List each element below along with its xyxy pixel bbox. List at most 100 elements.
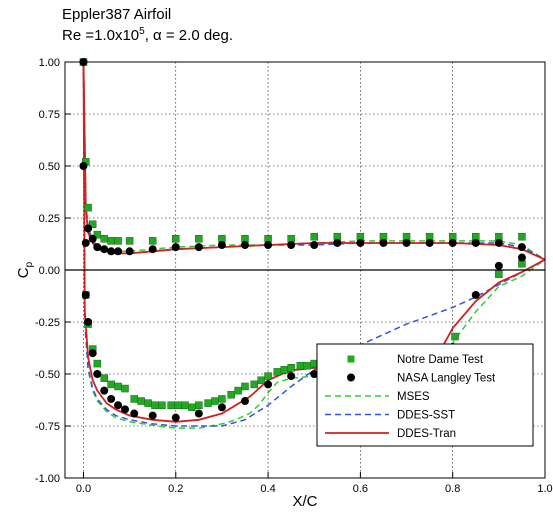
y-tick-label: 0.50 <box>39 161 60 173</box>
data-point <box>425 238 434 247</box>
data-point <box>167 401 175 409</box>
data-point <box>257 376 265 384</box>
data-point <box>81 290 90 299</box>
data-point <box>211 397 219 405</box>
legend-marker <box>347 373 355 382</box>
data-point <box>121 405 129 414</box>
data-point <box>148 411 157 420</box>
y-tick-label: -0.50 <box>35 369 60 381</box>
data-point <box>264 380 273 389</box>
data-point <box>100 235 108 243</box>
data-point <box>181 401 189 409</box>
data-point <box>107 247 116 256</box>
y-tick-label: -0.75 <box>35 421 60 433</box>
data-point <box>495 270 503 278</box>
y-axis-label-main: C <box>15 267 32 278</box>
data-point <box>151 401 159 409</box>
data-point <box>195 401 203 409</box>
data-point <box>148 237 157 245</box>
data-point <box>137 397 145 405</box>
legend-label: MSES <box>397 391 430 403</box>
y-tick-label: 1.00 <box>39 57 60 69</box>
y-tick-label: -1.00 <box>35 473 60 485</box>
legend-label: Notre Dame Test <box>397 354 484 366</box>
data-point <box>218 395 226 403</box>
data-point <box>264 372 272 380</box>
data-point <box>194 243 203 252</box>
data-point <box>273 368 282 376</box>
data-point <box>79 162 88 170</box>
data-point <box>93 370 102 378</box>
data-point <box>517 243 526 252</box>
data-point <box>333 238 342 247</box>
data-point <box>517 253 526 262</box>
data-point <box>241 397 249 406</box>
series-line-lower <box>82 61 546 261</box>
svg-text:Cp: Cp <box>15 261 35 278</box>
x-tick-label: 0.6 <box>353 483 368 495</box>
subtitle-prefix: Re =1.0x10 <box>62 27 140 44</box>
data-point <box>158 401 166 409</box>
y-tick-label: 0.25 <box>39 213 60 225</box>
data-point <box>264 241 273 250</box>
data-point <box>100 374 108 382</box>
data-point <box>471 290 480 299</box>
legend-marker <box>347 355 355 363</box>
data-point <box>100 245 109 254</box>
series-line-lower <box>82 61 546 261</box>
data-point <box>241 382 249 391</box>
data-point <box>217 403 226 412</box>
data-point <box>171 243 180 252</box>
data-point <box>451 332 459 341</box>
data-point <box>88 220 97 228</box>
data-point <box>310 241 319 250</box>
data-point <box>172 235 180 243</box>
data-point <box>195 235 203 243</box>
series-line-lower <box>82 61 546 261</box>
chart-subtitle: Re =1.0x105, α = 2.0 deg. <box>62 23 233 44</box>
x-tick-label: 0.4 <box>260 483 275 495</box>
data-point <box>194 409 203 418</box>
series-nasa-langley-test <box>79 58 526 422</box>
x-tick-label: 0.0 <box>76 483 91 495</box>
data-point <box>130 395 138 403</box>
data-point <box>402 238 411 247</box>
series-line-upper <box>82 61 546 427</box>
data-point <box>217 241 226 250</box>
x-tick-label: 0.2 <box>168 483 183 495</box>
y-tick-label: 0.00 <box>39 265 60 277</box>
data-point <box>93 243 102 252</box>
data-point <box>171 413 180 422</box>
y-tick-label: -0.25 <box>35 317 60 329</box>
chart-title: Eppler387 Airfoil <box>62 6 172 23</box>
data-point <box>379 238 388 247</box>
x-tick-label: 0.8 <box>445 483 460 495</box>
data-point <box>114 237 122 245</box>
data-point <box>174 401 182 409</box>
data-point <box>287 241 296 250</box>
data-point <box>107 394 116 403</box>
data-point <box>310 232 318 241</box>
y-axis-label: Cp <box>15 261 35 278</box>
data-point <box>227 391 235 399</box>
data-point <box>310 370 319 378</box>
chart-title-block: Eppler387 Airfoil Re =1.0x105, α = 2.0 d… <box>62 6 233 44</box>
data-point <box>130 409 139 418</box>
data-point <box>494 261 503 270</box>
data-point <box>280 366 288 374</box>
data-point <box>448 238 457 247</box>
data-point <box>107 237 115 245</box>
data-point <box>88 349 97 358</box>
data-point <box>287 372 296 381</box>
data-point <box>518 232 526 241</box>
data-point <box>148 245 157 254</box>
data-point <box>250 380 258 389</box>
data-point <box>144 399 152 407</box>
data-point <box>114 401 123 410</box>
data-point <box>100 386 109 395</box>
data-point <box>471 238 480 247</box>
data-point <box>241 241 249 250</box>
legend-label: NASA Langley Test <box>397 373 496 385</box>
data-point <box>303 361 312 370</box>
data-point <box>125 237 134 245</box>
